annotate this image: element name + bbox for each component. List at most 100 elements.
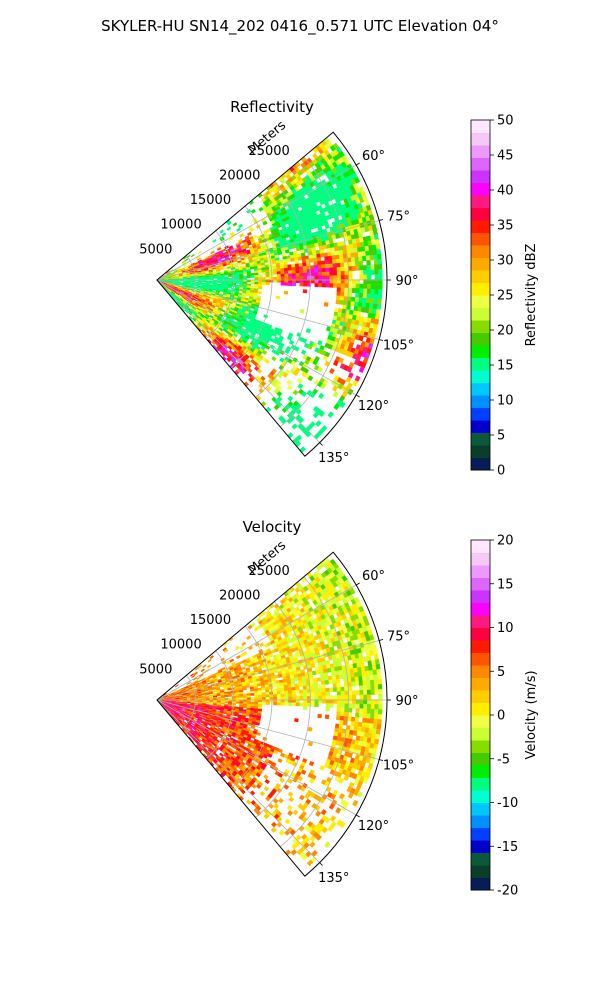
colorbar-segment <box>471 602 490 616</box>
colorbar-tick-label: 20 <box>497 324 514 339</box>
azimuth-line <box>156 279 357 396</box>
theta-tick-label: 135° <box>318 451 349 466</box>
colorbar-tick-label: 10 <box>497 621 514 636</box>
colorbar-tick-label: 20 <box>497 534 514 549</box>
colorbar-segment <box>471 307 490 321</box>
colorbar-segment <box>471 370 490 383</box>
theta-tick-mark <box>355 162 360 166</box>
azimuth-line <box>156 584 357 701</box>
colorbar-segment <box>471 590 490 603</box>
theta-tick-label: 60° <box>362 569 385 584</box>
colorbar-segment <box>471 195 490 208</box>
colorbar-label: Velocity (m/s) <box>524 670 539 759</box>
range-ring <box>206 230 235 340</box>
radial-tick-label: 15000 <box>190 193 231 208</box>
colorbar-segment <box>471 232 490 246</box>
colorbar-segment <box>471 640 490 653</box>
theta-tick-mark <box>319 442 323 446</box>
polar-grid <box>156 156 387 443</box>
colorbar-segment <box>471 865 490 878</box>
colorbar-segment <box>471 457 490 471</box>
colorbar-segment <box>471 715 490 728</box>
colorbar-segment <box>471 840 490 853</box>
theta-tick-label: 105° <box>383 339 414 354</box>
colorbar-segment <box>471 357 490 371</box>
radial-tick-label: 10000 <box>160 218 201 233</box>
sector-outline <box>156 551 388 877</box>
radial-tick-label: 20000 <box>219 168 260 183</box>
colorbar-label: Reflectivity dBZ <box>524 244 539 347</box>
colorbar-segment <box>471 727 490 741</box>
colorbar-segment <box>471 690 490 703</box>
colorbar-segment <box>471 245 490 258</box>
colorbar-tick-label: 0 <box>497 464 505 479</box>
colorbar-tick-label: 40 <box>497 184 514 199</box>
colorbar-segment <box>471 752 490 766</box>
colorbar-segment <box>471 270 490 283</box>
colorbar-segment <box>471 802 490 816</box>
colorbar-segment <box>471 170 490 183</box>
range-ring <box>279 156 350 428</box>
range-ring <box>206 650 235 760</box>
colorbar-segment <box>471 257 490 271</box>
colorbar-segment <box>471 765 490 778</box>
colorbar-segment <box>471 395 490 408</box>
colorbar-tick-label: 30 <box>497 254 514 269</box>
colorbar-tick-label: 5 <box>497 429 505 444</box>
colorbar-segment <box>471 815 490 828</box>
colorbar-tick-label: 5 <box>497 665 505 680</box>
radial-tick-label: 25000 <box>248 564 289 579</box>
colorbar-segment <box>471 702 490 716</box>
data-field <box>157 557 383 867</box>
colorbar-segment <box>471 332 490 346</box>
theta-tick-label: 120° <box>358 819 389 834</box>
velocity-panel: Velocity 60° 75° 90° 105° 120° 135° 5000 10000 1… <box>139 518 539 899</box>
colorbar-segment <box>471 345 490 358</box>
colorbar-segment <box>471 182 490 196</box>
radial-tick-label: 5000 <box>139 242 172 257</box>
radial-tick-label: 5000 <box>139 662 172 677</box>
range-ring <box>230 205 273 369</box>
colorbar-tick-label: 25 <box>497 289 514 304</box>
reflectivity-sector: 60° 75° 90° 105° 120° 135° 5000 10000 15000 20000… <box>139 118 418 466</box>
azimuth-line <box>156 164 357 281</box>
colorbar-segment <box>471 627 490 641</box>
colorbar-segment <box>471 432 490 446</box>
theta-tick-mark <box>355 814 360 818</box>
reflectivity-panel: Reflectivity 60° 75° 90° 105° 120° 135° 5000 10… <box>139 98 539 479</box>
polar-grid <box>156 576 387 863</box>
colorbar-segment <box>471 445 490 458</box>
colorbar-segment <box>471 540 490 553</box>
azimuth-line <box>156 279 380 340</box>
radial-tick-label: 20000 <box>219 588 260 603</box>
theta-tick-label: 75° <box>387 629 410 644</box>
colorbar-segment <box>471 407 490 421</box>
theta-tick-label: 90° <box>395 274 418 289</box>
colorbar-segment <box>471 565 490 578</box>
colorbar-segment <box>471 615 490 628</box>
azimuth-line <box>156 699 380 760</box>
radial-tick-label: 25000 <box>248 144 289 159</box>
colorbar-segment <box>471 420 490 433</box>
theta-tick-mark <box>355 394 360 398</box>
colorbar-tick-label: 15 <box>497 577 514 592</box>
range-ring <box>279 576 350 848</box>
colorbar-segment <box>471 120 490 133</box>
colorbar-segment <box>471 282 490 296</box>
theta-tick-mark <box>379 219 384 221</box>
sector-outline <box>156 131 388 457</box>
colorbar-segment <box>471 320 490 333</box>
azimuth-line <box>156 220 380 281</box>
colorbar-segment <box>471 852 490 866</box>
colorbar-segment <box>471 132 490 146</box>
colorbar-tick-label: 35 <box>497 219 514 234</box>
colorbar-tick-label: -5 <box>497 752 510 767</box>
theta-tick-label: 90° <box>395 694 418 709</box>
velocity-colorbar: -20 -15 -10 -5 0 5 10 15 20 Velocity (m/s) <box>470 534 539 899</box>
velocity-panel-title: Velocity <box>243 518 302 536</box>
azimuth-line <box>156 640 380 701</box>
theta-tick-label: 60° <box>362 149 385 164</box>
reflectivity-colorbar: 0 5 10 15 20 25 30 35 40 45 50 Reflectivity dBZ <box>470 114 539 479</box>
colorbar-segment <box>471 552 490 566</box>
